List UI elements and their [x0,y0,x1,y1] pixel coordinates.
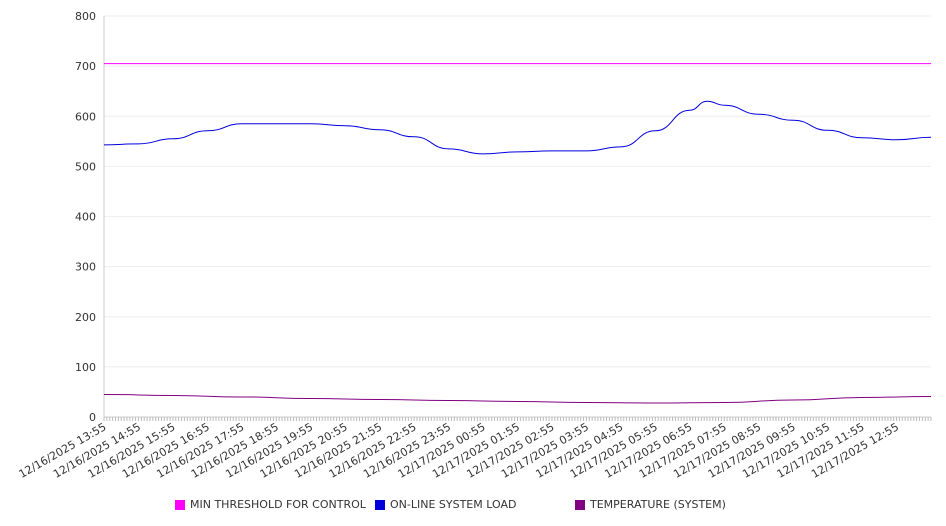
y-tick-label: 200 [75,311,96,324]
legend-swatch [175,499,185,510]
y-tick-label: 400 [75,211,96,224]
y-tick-label: 300 [75,261,96,274]
y-tick-label: 0 [89,411,96,424]
series-line-2 [103,393,932,404]
y-tick-label: 100 [75,361,96,374]
y-tick-label: 500 [75,160,96,173]
y-tick-label: 600 [75,110,96,123]
legend-swatch [375,499,385,510]
legend-item-threshold[interactable]: MIN THRESHOLD FOR CONTROL [175,498,366,511]
y-tick-label: 700 [75,60,96,73]
legend-label: MIN THRESHOLD FOR CONTROL [190,498,366,511]
legend-item-load[interactable]: ON-LINE SYSTEM LOAD [375,498,516,511]
series-line-1 [103,100,932,155]
y-tick-label: 800 [75,10,96,23]
legend-item-temperature[interactable]: TEMPERATURE (SYSTEM) [575,498,726,511]
legend-label: TEMPERATURE (SYSTEM) [590,498,726,511]
legend: MIN THRESHOLD FOR CONTROL ON-LINE SYSTEM… [0,498,946,514]
legend-label: ON-LINE SYSTEM LOAD [390,498,517,511]
legend-swatch [575,499,585,510]
